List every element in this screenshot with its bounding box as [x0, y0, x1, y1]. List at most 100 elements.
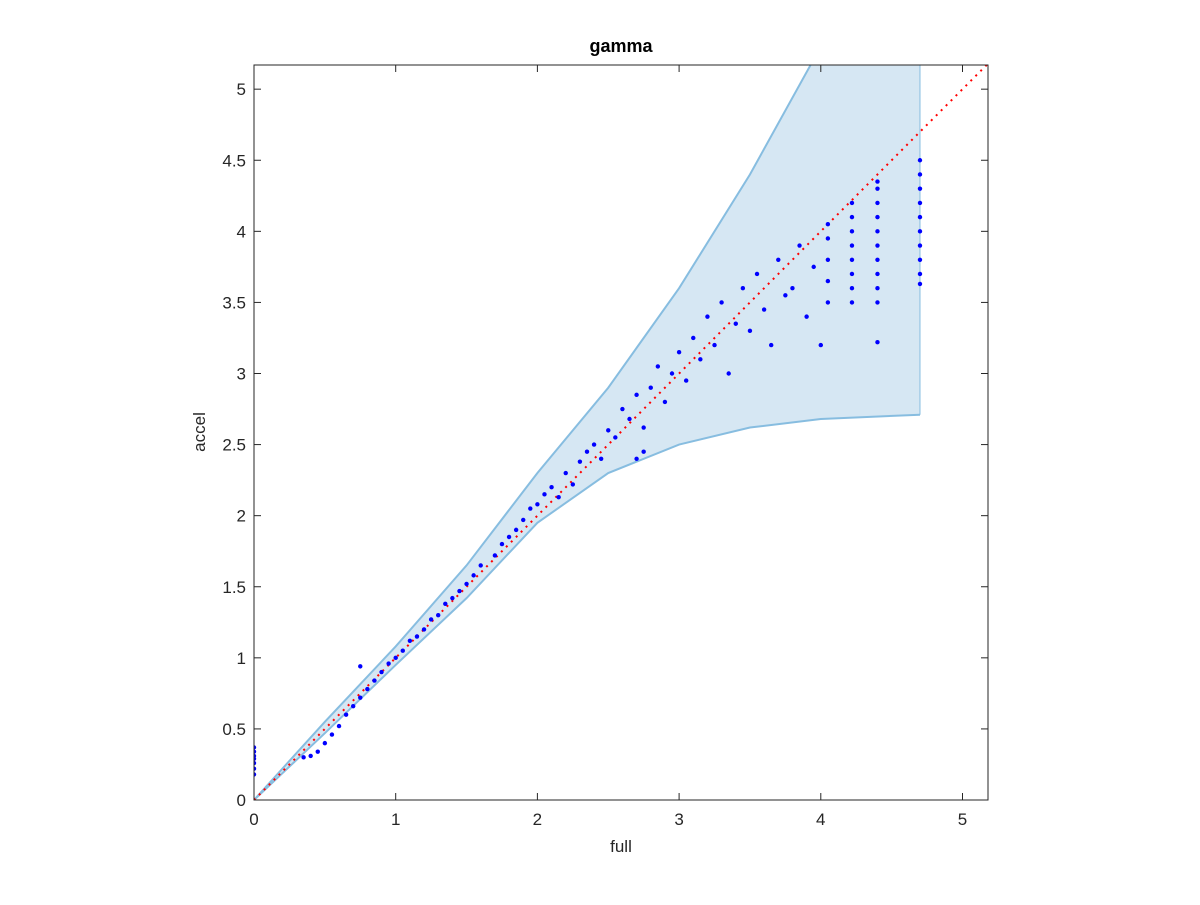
scatter-point — [634, 392, 639, 398]
scatter-point — [471, 573, 476, 578]
scatter-point — [407, 638, 413, 643]
scatter-point — [254, 745, 257, 750]
scatter-point — [478, 563, 483, 568]
scatter-point — [421, 627, 427, 632]
scatter-point — [428, 617, 434, 622]
scatter-point — [620, 406, 625, 412]
scatter-point — [849, 214, 855, 220]
scatter-point — [350, 703, 356, 709]
scatter-point — [521, 517, 526, 523]
scatter-point — [917, 229, 923, 234]
scatter-point — [254, 749, 257, 754]
scatter-point — [797, 243, 802, 248]
scatter-point — [528, 506, 533, 511]
x-tick-label: 3 — [674, 810, 683, 829]
scatter-point — [343, 712, 349, 717]
x-tick-label: 5 — [958, 810, 967, 829]
scatter-point — [726, 371, 731, 376]
scatter-point — [698, 357, 703, 362]
scatter-point — [450, 595, 455, 601]
scatter-point — [875, 257, 880, 262]
x-axis-label: full — [610, 837, 632, 856]
scatter-point — [811, 264, 816, 270]
y-axis-label: accel — [190, 412, 209, 452]
scatter-point — [322, 740, 328, 746]
y-tick-label: 3 — [237, 365, 246, 384]
y-tick-label: 0 — [237, 791, 246, 810]
scatter-point — [875, 186, 880, 191]
axes: 0 1 2 3 4 5 0 0.5 1 1.5 2 2.5 3 3.5 4 4.5 5 — [222, 64, 989, 829]
scatter-point — [336, 723, 342, 729]
scatter-point — [591, 442, 597, 447]
y-tick-label: 4.5 — [222, 151, 246, 170]
scatter-point — [329, 732, 335, 737]
plot-area — [254, 65, 988, 800]
scatter-point — [875, 179, 880, 184]
scatter-point — [393, 655, 398, 661]
x-tick-label: 0 — [249, 810, 258, 829]
scatter-point — [358, 664, 363, 669]
scatter-point — [655, 364, 661, 369]
scatter-point — [875, 200, 880, 206]
scatter-point — [386, 661, 391, 666]
scatter-point — [506, 534, 512, 540]
scatter-point — [400, 648, 405, 653]
identity-line — [254, 65, 988, 800]
axes-box — [253, 64, 989, 801]
scatter-point — [358, 695, 363, 700]
scatter-point — [365, 686, 370, 692]
scatter-point — [761, 307, 767, 312]
scatter-point — [315, 749, 320, 754]
scatter-point — [254, 766, 257, 771]
x-tick-label: 2 — [533, 810, 542, 829]
x-tick-label: 1 — [391, 810, 400, 829]
scatter-point — [499, 541, 505, 547]
scatter-point — [818, 342, 823, 348]
scatter-point — [875, 229, 880, 234]
y-tick-label: 2 — [237, 507, 246, 526]
scatter-point — [917, 281, 923, 287]
scatter-point — [379, 669, 384, 675]
scatter-point — [825, 278, 831, 284]
scatter-point — [849, 271, 855, 277]
scatter-point — [669, 371, 675, 376]
scatter-point — [917, 243, 923, 248]
scatter-point — [308, 753, 313, 759]
scatter-point — [513, 527, 519, 533]
scatter-point — [301, 755, 306, 760]
scatter-point — [825, 222, 831, 227]
scatter-point — [570, 482, 576, 487]
scatter-point — [254, 753, 257, 759]
scatter-point — [627, 416, 632, 422]
scatter-point — [683, 378, 689, 383]
scatter-point — [776, 257, 781, 262]
scatter-point — [457, 588, 462, 594]
scatter-point — [733, 321, 738, 326]
scatter-point — [849, 257, 855, 262]
scatter-point — [556, 494, 561, 500]
scatter-point — [648, 385, 653, 390]
scatter-point — [790, 286, 795, 291]
band-area — [254, 65, 920, 800]
band-upper-edge — [254, 65, 812, 800]
scatter-point — [254, 760, 257, 766]
scatter-point — [641, 425, 646, 430]
scatter-point — [705, 314, 710, 319]
scatter-point — [825, 300, 831, 305]
y-tick-label: 5 — [237, 80, 246, 99]
scatter-point — [875, 271, 880, 277]
scatter-point — [577, 459, 583, 464]
scatter-point — [849, 243, 855, 248]
scatter-point — [849, 286, 855, 291]
scatter-point — [917, 214, 923, 220]
scatter-point — [563, 470, 568, 476]
scatter-point — [719, 300, 724, 305]
scatter-point — [825, 236, 831, 241]
scatter-point — [804, 314, 809, 319]
scatter-point — [917, 158, 923, 163]
scatter-point — [875, 243, 880, 248]
scatter-point — [641, 449, 646, 454]
scatter-point — [542, 492, 547, 497]
scatter-point — [747, 328, 753, 334]
